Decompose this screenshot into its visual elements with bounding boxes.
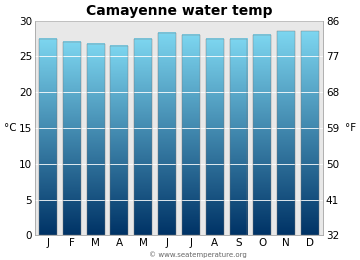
Bar — [301, 31, 319, 235]
Bar — [158, 33, 176, 235]
Bar — [39, 38, 57, 235]
Bar — [111, 46, 129, 235]
Text: © www.seatemperature.org: © www.seatemperature.org — [149, 252, 247, 258]
Bar — [277, 31, 295, 235]
Bar — [230, 38, 247, 235]
Bar — [63, 42, 81, 235]
Bar — [206, 38, 224, 235]
Bar — [87, 44, 104, 235]
Bar — [182, 35, 200, 235]
Bar — [253, 35, 271, 235]
Bar — [134, 38, 152, 235]
Y-axis label: °F: °F — [345, 123, 356, 133]
Title: Camayenne water temp: Camayenne water temp — [86, 4, 272, 18]
Y-axis label: °C: °C — [4, 123, 17, 133]
